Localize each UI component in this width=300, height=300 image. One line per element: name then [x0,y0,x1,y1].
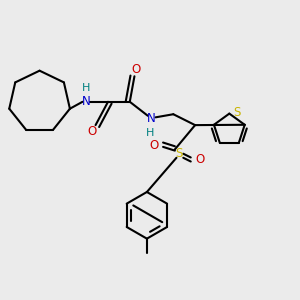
Text: O: O [132,63,141,76]
Text: H: H [146,128,154,138]
Text: S: S [175,147,183,160]
Text: H: H [82,83,90,93]
Text: O: O [149,139,158,152]
Text: O: O [87,125,96,138]
Text: O: O [196,154,205,166]
Text: N: N [147,112,156,125]
Text: N: N [82,95,91,108]
Text: S: S [233,106,241,118]
